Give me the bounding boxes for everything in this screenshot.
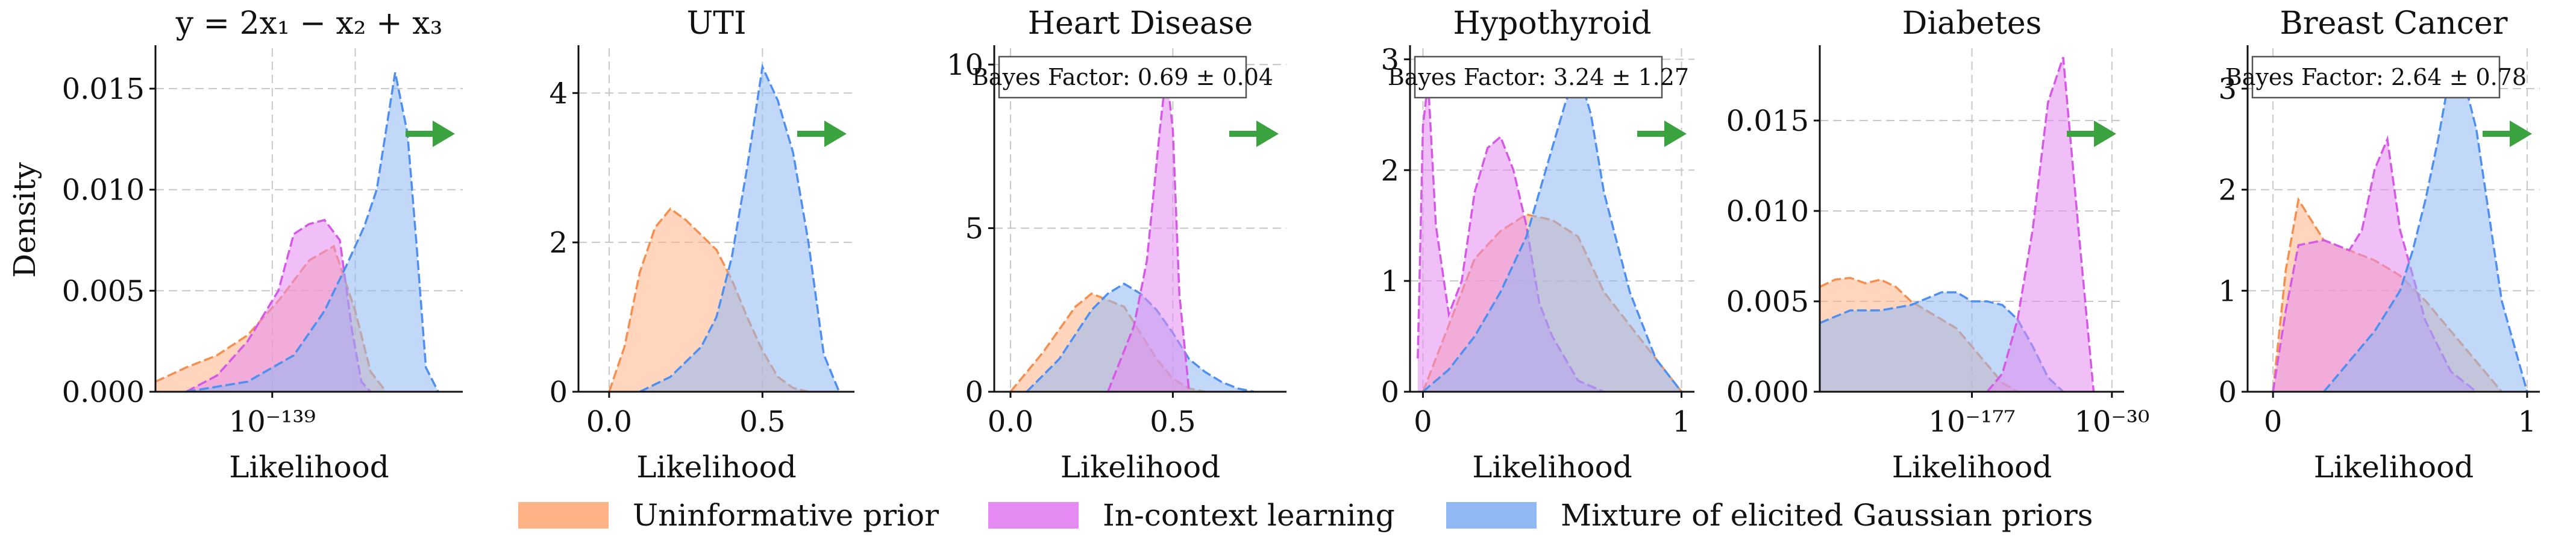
y-axis-label: Density xyxy=(7,162,42,278)
y-tick-label: 0.015 xyxy=(1726,104,1809,138)
x-tick-label: 0.5 xyxy=(1150,405,1196,439)
x-axis-label: Likelihood xyxy=(636,450,796,485)
series-line-mixture xyxy=(186,72,439,393)
y-tick-label: 0.010 xyxy=(62,174,145,207)
x-axis-label: Likelihood xyxy=(229,450,389,485)
chart-title: y = 2x₁ − x₂ + x₃ xyxy=(175,5,443,42)
series-area-mixture xyxy=(2324,68,2527,392)
y-tick-label: 5 xyxy=(965,212,983,246)
legend-label-icl: In-context learning xyxy=(1103,498,1395,533)
series-line-mixture xyxy=(1422,67,1682,393)
arrow-right-icon xyxy=(2510,121,2532,147)
y-tick-label: 0.000 xyxy=(62,375,145,409)
legend-label-mixture: Mixture of elicited Gaussian priors xyxy=(1561,498,2093,533)
legend-item-icl: In-context learning xyxy=(988,498,1395,533)
x-tick-label: 1 xyxy=(2518,405,2537,439)
y-tick-label: 1 xyxy=(2218,274,2237,308)
series-line-mixture xyxy=(2323,66,2528,393)
legend-label-uninformative: Uninformative prior xyxy=(633,498,939,533)
x-tick-label: 0.0 xyxy=(988,405,1033,439)
y-tick-label: 0.000 xyxy=(1726,375,1809,409)
y-tick-label: 3 xyxy=(2218,72,2237,106)
x-tick-label: 1 xyxy=(1672,405,1691,439)
legend: Uninformative prior In-context learning … xyxy=(0,493,2576,535)
series-area-mixture xyxy=(186,72,439,392)
arrow-right-icon xyxy=(1256,121,1279,147)
legend-swatch-uninformative xyxy=(518,502,609,529)
chart-panel-6: 0 1 2 3 0 1 Breast Cancer Likelihood Bayes Facto… xyxy=(2218,5,2540,485)
x-axis-label: Likelihood xyxy=(1472,450,1632,485)
x-tick-label: 10⁻¹⁷⁷ xyxy=(1928,405,2015,439)
bayes-factor-label: Bayes Factor: 0.69 ± 0.04 xyxy=(972,64,1273,90)
bayes-factor-label: Bayes Factor: 3.24 ± 1.27 xyxy=(1388,64,1689,90)
x-tick-label: 10⁻³⁰ xyxy=(2074,405,2149,439)
chart-title: Breast Cancer xyxy=(2280,5,2508,42)
y-tick-label: 0 xyxy=(965,375,983,409)
bayes-factor-box xyxy=(1414,55,1663,99)
chart-panel-1: 0.000 0.005 0.010 0.015 10⁻¹³⁹ y = 2x₁ − x₂ +… xyxy=(7,5,463,485)
legend-item-mixture: Mixture of elicited Gaussian priors xyxy=(1446,498,2093,533)
y-tick-label: 0.005 xyxy=(1726,285,1809,319)
x-axis-label: Likelihood xyxy=(2314,450,2474,485)
y-tick-label: 0.015 xyxy=(62,72,145,106)
series-area-mixture xyxy=(1423,70,1682,392)
bayes-factor-box xyxy=(998,55,1247,99)
chart-title: UTI xyxy=(686,5,746,42)
arrow-right-icon xyxy=(2094,121,2116,147)
series-area-icl xyxy=(1108,71,1189,392)
series-line-icl xyxy=(1986,57,2095,393)
y-tick-label: 2 xyxy=(1380,154,1399,187)
y-tick-label: 2 xyxy=(2218,174,2237,207)
chart-panel-4: 0 1 2 3 0 1 Hypothyroid Likelihood Bayes Factor:… xyxy=(1380,5,1694,485)
bayes-factor-box xyxy=(2251,55,2501,99)
x-tick-label: 0.0 xyxy=(586,405,632,439)
x-axis-label: Likelihood xyxy=(1892,450,2052,485)
chart-title: Heart Disease xyxy=(1028,5,1253,42)
series-line-icl xyxy=(2272,135,2477,393)
x-tick-label: 0 xyxy=(2264,405,2283,439)
chart-title: Diabetes xyxy=(1902,5,2042,42)
series-area-mixture xyxy=(1820,292,2063,392)
y-tick-label: 0.005 xyxy=(62,274,145,308)
legend-item-uninformative: Uninformative prior xyxy=(518,498,939,533)
bayes-factor-label: Bayes Factor: 2.64 ± 0.78 xyxy=(2225,64,2527,90)
series-area-mixture xyxy=(639,66,839,392)
x-tick-label: 0 xyxy=(1414,405,1432,439)
chart-panel-2: 0 2 4 0.0 0.5 UTI Likelihood xyxy=(549,5,854,485)
legend-swatch-icl xyxy=(988,502,1079,529)
series-area-icl xyxy=(1417,81,1604,392)
series-line-icl xyxy=(1106,71,1191,392)
arrow-right-icon xyxy=(1664,121,1687,147)
y-tick-label: 2 xyxy=(549,226,568,260)
chart-panel-3: 0 5 10 0.0 0.5 Heart Disease Likelihood Bayes F… xyxy=(947,5,1286,485)
chart-title: Hypothyroid xyxy=(1453,5,1651,42)
y-tick-label: 1 xyxy=(1380,265,1399,298)
y-tick-label: 3 xyxy=(1380,43,1399,77)
x-tick-label: 0.5 xyxy=(739,405,785,439)
x-axis-label: Likelihood xyxy=(1061,450,1220,485)
x-tick-label: 10⁻¹³⁹ xyxy=(229,405,316,439)
y-tick-label: 0 xyxy=(2218,375,2237,409)
y-tick-label: 4 xyxy=(549,77,568,110)
series-line-mixture xyxy=(639,63,841,393)
y-tick-label: 0 xyxy=(549,375,568,409)
arrow-right-icon xyxy=(433,121,455,147)
series-area-icl xyxy=(1987,57,2094,392)
arrow-right-icon xyxy=(824,121,847,147)
legend-swatch-mixture xyxy=(1446,502,1537,529)
y-tick-label: 10 xyxy=(947,48,983,82)
y-tick-label: 0 xyxy=(1380,375,1399,409)
chart-panel-5: 0.000 0.005 0.010 0.015 10⁻¹⁷⁷ 10⁻³⁰ Diabetes L… xyxy=(1726,5,2150,485)
y-tick-label: 0.010 xyxy=(1726,195,1809,228)
